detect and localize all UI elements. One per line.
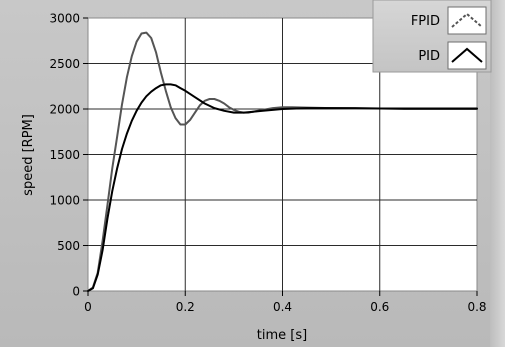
y-tick-label: 0: [72, 285, 80, 299]
x-tick-label: 0.4: [273, 300, 292, 314]
x-axis-label: time [s]: [257, 328, 307, 343]
y-tick-label: 2500: [49, 57, 80, 71]
legend-swatch[interactable]: [447, 6, 487, 35]
x-tick-label: 0: [84, 300, 92, 314]
chart-frame-right-edge: [490, 0, 505, 347]
y-tick-label: 2000: [49, 103, 80, 117]
series-lines: [87, 31, 478, 292]
x-tick-label: 0.8: [467, 300, 486, 314]
series-line-pid: [87, 83, 478, 292]
x-tick-label: 0.2: [176, 300, 195, 314]
y-tick-label: 500: [57, 239, 80, 253]
legend-swatch-line: [451, 12, 483, 28]
legend-label: PID: [418, 49, 440, 64]
series-line-fpid: [87, 31, 478, 292]
y-tick-label: 1000: [49, 194, 80, 208]
legend-swatch[interactable]: [447, 41, 487, 70]
y-tick-label: 1500: [49, 148, 80, 162]
y-tick-label: 3000: [49, 12, 80, 26]
y-axis-label: speed [RPM]: [21, 114, 36, 196]
axes: 0 500 1000 1500 2000 2500 3000 0 0.2 0.4 0.6 0.8: [49, 12, 486, 315]
legend-swatch-line: [451, 47, 483, 63]
legend-label: FPID: [411, 14, 440, 29]
x-tick-label: 0.6: [370, 300, 389, 314]
legend: FPID PID: [372, 0, 492, 73]
